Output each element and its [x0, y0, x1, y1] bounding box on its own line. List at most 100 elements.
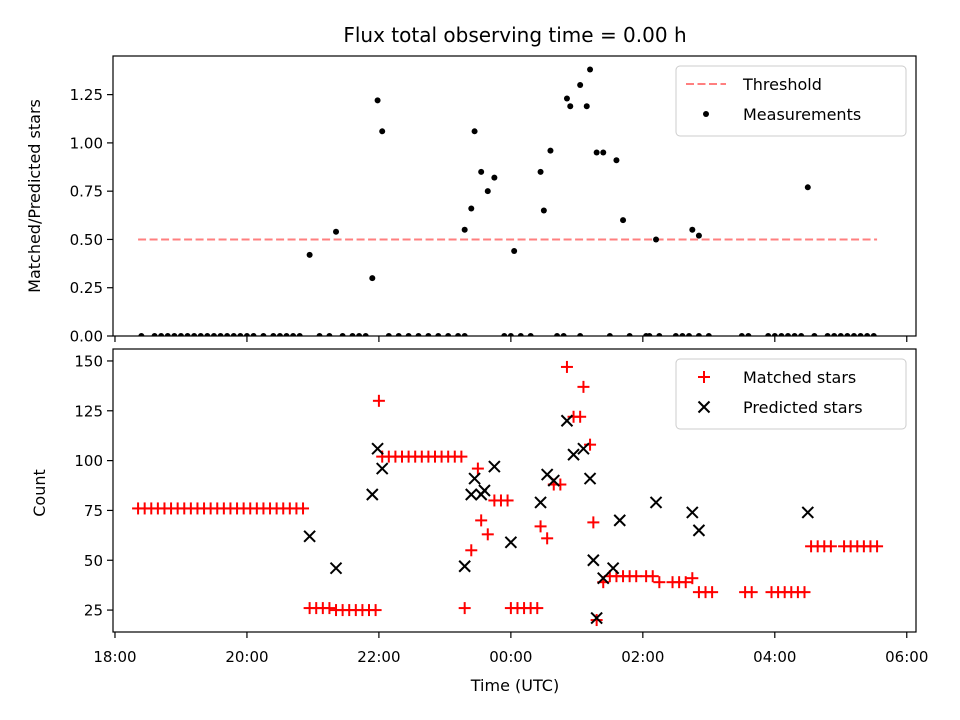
- measurement-point: [484, 188, 491, 195]
- predicted-star-marker: [587, 554, 600, 567]
- measurement-point: [824, 333, 831, 336]
- measurement-point: [547, 147, 554, 154]
- y-tick-label: 150: [74, 352, 103, 370]
- measurement-point: [151, 333, 158, 336]
- measurement-point: [224, 333, 231, 336]
- measurement-point: [583, 103, 590, 110]
- matched-star-marker: [531, 602, 544, 615]
- measurement-point: [672, 333, 679, 336]
- measurement-point: [778, 333, 785, 336]
- measurement-point: [686, 333, 693, 336]
- bottom-y-axis-label: Count: [30, 469, 49, 517]
- measurement-point: [613, 157, 620, 164]
- x-tick-label: 22:00: [357, 648, 400, 666]
- measurement-point: [646, 333, 653, 336]
- measurement-point: [620, 217, 627, 224]
- measurement-point: [695, 232, 702, 239]
- measurement-point: [415, 333, 422, 336]
- matched-star-marker: [560, 360, 573, 373]
- legend: Matched stars Predicted stars: [675, 358, 907, 430]
- measurement-point: [306, 251, 313, 258]
- measurement-point: [326, 333, 333, 336]
- top-y-axis-label: Matched/Predicted stars: [25, 99, 44, 293]
- measurement-point: [831, 333, 838, 336]
- x-tick-label: 18:00: [93, 648, 136, 666]
- measurement-point: [461, 333, 468, 336]
- matched-star-marker: [458, 602, 471, 615]
- measurement-point: [656, 333, 663, 336]
- measurement-point: [705, 333, 712, 336]
- measurement-point: [511, 248, 518, 255]
- measurement-point: [177, 333, 184, 336]
- measurement-point: [290, 333, 297, 336]
- measurement-point: [349, 333, 356, 336]
- measurement-point: [374, 97, 381, 104]
- measurement-point: [850, 333, 857, 336]
- matched-star-marker: [481, 528, 494, 541]
- matched-star-marker: [686, 572, 699, 585]
- measurement-point: [560, 333, 567, 336]
- y-tick-label: 1.00: [70, 134, 103, 152]
- axes-frame: [112, 348, 917, 633]
- measurement-point: [333, 228, 340, 235]
- predicted-star-marker: [597, 571, 610, 585]
- predicted-star-marker: [468, 472, 481, 485]
- measurement-point: [138, 333, 145, 336]
- measurement-point: [405, 333, 412, 336]
- measurement-point: [184, 333, 191, 336]
- matched-star-marker: [590, 614, 603, 627]
- legend-measurements-swatch: [703, 111, 709, 117]
- y-tick-label: 0.25: [70, 279, 103, 297]
- y-tick-label: 0.75: [70, 183, 103, 201]
- measurement-point: [455, 333, 462, 336]
- legend-box: [675, 358, 907, 430]
- measurement-point: [276, 333, 283, 336]
- measurement-point: [260, 333, 267, 336]
- measurement-point: [501, 333, 508, 336]
- predicted-star-marker: [567, 448, 580, 461]
- legend-predicted-swatch: [697, 400, 711, 414]
- measurement-point: [296, 333, 303, 336]
- measurement-point: [210, 333, 217, 336]
- plot-area: [132, 360, 884, 627]
- legend-matched-label: Matched stars: [743, 368, 856, 387]
- predicted-star-marker: [488, 460, 501, 473]
- measurement-point: [567, 103, 574, 110]
- measurement-point: [250, 333, 257, 336]
- measurement-point: [217, 333, 224, 336]
- measurement-point: [191, 333, 198, 336]
- measurement-point: [204, 333, 211, 336]
- y-tick-label: 1.25: [70, 86, 103, 104]
- predicted-star-marker: [560, 414, 574, 427]
- predicted-star-marker: [801, 506, 814, 519]
- measurement-point: [695, 333, 702, 336]
- predicted-star-marker: [375, 462, 389, 475]
- x-tick-label: 04:00: [753, 648, 796, 666]
- x-tick-label: 06:00: [885, 648, 928, 666]
- measurement-point: [243, 333, 250, 336]
- matched-star-marker: [501, 494, 514, 507]
- measurement-point: [395, 333, 402, 336]
- measurement-point: [577, 81, 584, 88]
- y-tick-label: 125: [74, 402, 103, 420]
- chart-title: Flux total observing time = 0.00 h: [343, 23, 686, 47]
- x-axis-label: Time (UTC): [470, 676, 559, 695]
- measurement-point: [158, 333, 165, 336]
- predicted-star-marker: [577, 442, 590, 455]
- measurement-point: [230, 333, 237, 336]
- matched-star-marker: [679, 576, 692, 589]
- measurement-point: [527, 333, 534, 336]
- measurement-point: [577, 333, 584, 336]
- predicted-star-marker: [366, 488, 379, 501]
- measurement-point: [507, 333, 514, 336]
- measurement-point: [857, 333, 864, 336]
- matched-star-marker: [465, 544, 478, 557]
- matched-star-marker: [824, 540, 837, 553]
- axes-frame: [112, 55, 917, 337]
- matched-star-marker: [369, 604, 382, 617]
- predicted-star-marker: [465, 488, 478, 501]
- measurement-point: [270, 333, 277, 336]
- measurement-point: [540, 207, 547, 214]
- matched-star-marker: [871, 540, 884, 553]
